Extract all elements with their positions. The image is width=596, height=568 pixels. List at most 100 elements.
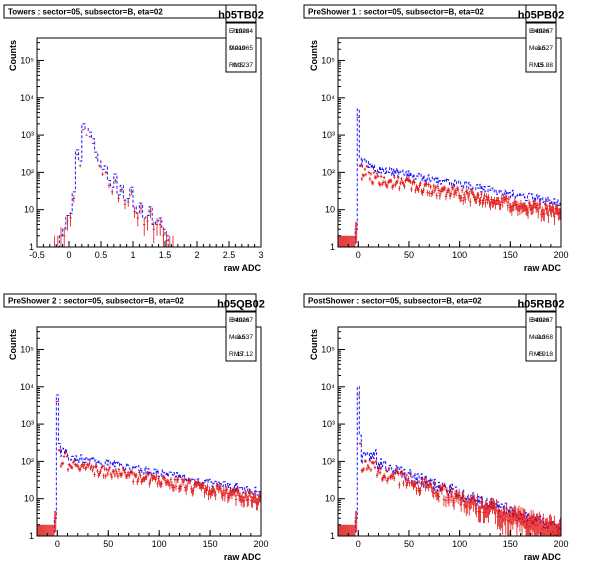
y-axis-label: Counts <box>309 329 319 360</box>
y-tick-label: 10⁵ <box>321 344 335 354</box>
y-tick-label: 10⁵ <box>20 344 34 354</box>
series-blue-line <box>338 108 561 247</box>
y-tick-label: 10² <box>21 167 34 177</box>
histogram-name: h05TB02 <box>218 10 264 22</box>
stat-value: 649267 <box>531 28 553 35</box>
y-tick-label: 10³ <box>21 419 34 429</box>
stat-value: 4.918 <box>537 351 554 358</box>
y-tick-label: 1 <box>330 531 335 541</box>
series-blue-line <box>53 123 175 247</box>
stat-label: Mean <box>229 45 246 52</box>
x-axis-label: raw ADC <box>224 552 262 562</box>
x-tick-label: 1.5 <box>159 250 172 260</box>
x-tick-label: 50 <box>103 539 113 549</box>
stats-box <box>225 311 257 362</box>
y-tick-label: 10 <box>325 494 335 504</box>
x-axis-label: raw ADC <box>524 263 562 273</box>
y-tick-label: 10⁴ <box>20 93 34 103</box>
y-tick-label: 10³ <box>322 419 335 429</box>
chart-title: Towers : sector=05, subsector=B, eta=02 <box>8 8 163 17</box>
histogram-name: h05RB02 <box>517 299 564 311</box>
stat-value: 15.88 <box>537 62 554 69</box>
stat-label: Entries <box>229 28 250 35</box>
y-axis-label: Counts <box>8 40 18 71</box>
y-tick-label: 10⁵ <box>20 55 34 65</box>
stat-value: 3.537 <box>237 334 254 341</box>
stat-label: RMS <box>229 351 244 358</box>
x-tick-label: 2 <box>194 250 199 260</box>
stat-value: 649267 <box>531 317 553 324</box>
histogram-name-box <box>225 293 257 312</box>
stats-box <box>525 22 557 73</box>
stat-label: Entries <box>229 317 250 324</box>
x-tick-label: 150 <box>503 250 518 260</box>
stats-box <box>225 22 257 73</box>
x-tick-label: 50 <box>404 539 414 549</box>
stat-value: 0.01965 <box>230 45 254 52</box>
x-tick-label: 100 <box>152 539 167 549</box>
plot-area <box>37 394 261 536</box>
x-tick-label: 0.5 <box>95 250 108 260</box>
stat-label: RMS <box>529 351 544 358</box>
series-blue-line <box>37 394 261 536</box>
y-tick-label: 10³ <box>322 130 335 140</box>
x-tick-label: 150 <box>503 539 518 549</box>
y-tick-label: 10⁴ <box>321 93 335 103</box>
y-tick-label: 1 <box>29 242 34 252</box>
x-axis-label: raw ADC <box>224 263 262 273</box>
histogram-name: h05PB02 <box>518 10 564 22</box>
chart-title: PostShower : sector=05, subsector=B, eta… <box>308 297 482 306</box>
y-axis-label: Counts <box>8 329 18 360</box>
chart-panel-h05TB02: -0.5 0 0.5 1 1.5 2 2.5 3 1 10 10² 10³ 10⁴ 10⁵ raw ADC C… <box>3 4 264 273</box>
chart-title: PreShower 2 : sector=05, subsector=B, et… <box>8 297 184 306</box>
stat-label: RMS <box>529 62 544 69</box>
histogram-name-box <box>525 4 557 23</box>
stat-label: Entries <box>529 317 550 324</box>
y-tick-label: 10⁵ <box>321 55 335 65</box>
y-tick-label: 10² <box>322 456 335 466</box>
stat-value: 3.527 <box>537 45 554 52</box>
x-tick-label: 200 <box>253 539 268 549</box>
x-tick-label: 0 <box>356 250 361 260</box>
histogram-name: h05QB02 <box>217 299 265 311</box>
x-tick-label: 0 <box>356 539 361 549</box>
x-tick-label: 50 <box>404 250 414 260</box>
y-tick-label: 10² <box>322 167 335 177</box>
x-tick-label: 100 <box>452 539 467 549</box>
x-tick-label: 0 <box>55 539 60 549</box>
plot-area <box>338 386 561 536</box>
stat-value: 0.368 <box>537 334 554 341</box>
stat-value: 649267 <box>231 317 253 324</box>
stat-value: 719284 <box>231 28 253 35</box>
chart-panel-h05QB02: 0 50 100 150 200 1 10 10² 10³ 10⁴ 10⁵ raw ADC Counts… <box>3 293 269 562</box>
x-tick-label: 0 <box>66 250 71 260</box>
histogram-name-box <box>525 293 557 312</box>
stat-label: Entries <box>529 28 550 35</box>
chart-panel-h05PB02: 0 50 100 150 200 1 10 10² 10³ 10⁴ 10⁵ raw ADC Counts… <box>303 4 569 273</box>
x-tick-label: 150 <box>203 539 218 549</box>
stat-label: Mean <box>529 334 546 341</box>
plot-area <box>338 108 561 247</box>
y-tick-label: 1 <box>29 531 34 541</box>
plot-area <box>53 123 175 247</box>
y-tick-label: 10² <box>21 456 34 466</box>
plot-frame <box>36 37 262 248</box>
x-tick-label: 200 <box>553 539 568 549</box>
y-axis-label: Counts <box>309 40 319 71</box>
x-tick-label: 3 <box>258 250 263 260</box>
y-tick-label: 10 <box>24 494 34 504</box>
stats-box <box>525 311 557 362</box>
x-tick-label: -0.5 <box>29 250 45 260</box>
x-tick-label: 100 <box>452 250 467 260</box>
x-tick-label: 2.5 <box>223 250 236 260</box>
chart-panel-h05RB02: 0 50 100 150 200 1 10 10² 10³ 10⁴ 10⁵ raw ADC Counts… <box>303 293 569 562</box>
stat-value: 17.12 <box>237 351 254 358</box>
histogram-name-box <box>225 4 257 23</box>
x-tick-label: 200 <box>553 250 568 260</box>
x-axis-label: raw ADC <box>524 552 562 562</box>
y-tick-label: 10 <box>24 205 34 215</box>
y-tick-label: 10³ <box>21 130 34 140</box>
y-tick-label: 10 <box>325 205 335 215</box>
y-tick-label: 1 <box>330 242 335 252</box>
